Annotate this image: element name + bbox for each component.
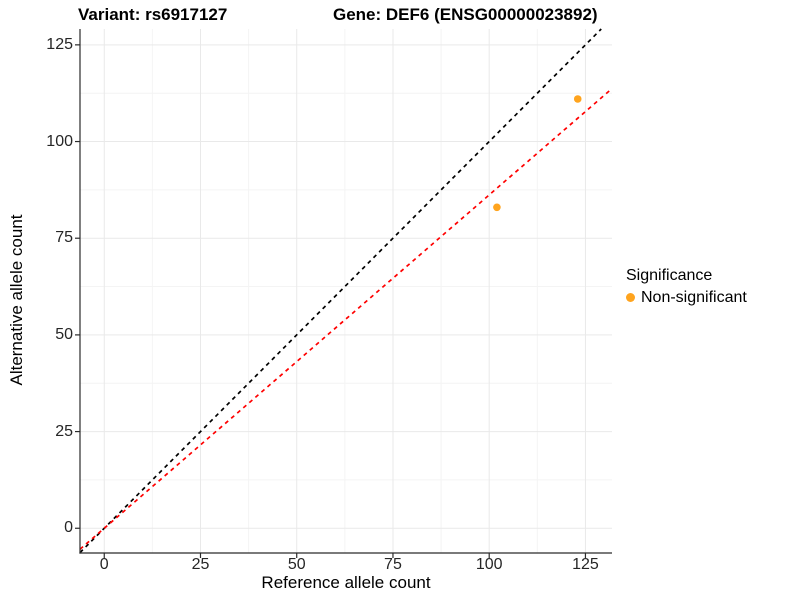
x-tick-label: 125 — [572, 556, 599, 573]
plot-title-gene: Gene: DEF6 (ENSG00000023892) — [333, 5, 598, 24]
data-point — [573, 95, 582, 103]
y-tick-label: 100 — [46, 132, 73, 150]
x-axis-label: Reference allele count — [261, 573, 431, 592]
allelic-ratio-line — [79, 87, 613, 550]
x-tick-label: 50 — [287, 556, 306, 573]
y-tick-label: 0 — [64, 519, 73, 537]
x-tick-label: 25 — [191, 556, 210, 573]
x-tick-label: 100 — [475, 556, 503, 573]
plot-title-variant: Variant: rs6917127 — [78, 5, 228, 24]
y-tick-label: 125 — [46, 35, 73, 53]
legend-point-icon — [626, 293, 635, 303]
y-tick-label: 50 — [55, 325, 73, 343]
data-point — [493, 203, 501, 212]
legend-item-label: Non-significant — [641, 289, 747, 307]
x-tick-label: 75 — [384, 556, 402, 573]
legend: Significance Non-significant — [626, 266, 747, 307]
y-tick-label: 75 — [55, 229, 73, 247]
legend-item-non-significant: Non-significant — [626, 288, 747, 307]
y-axis-label: Alternative allele count — [7, 214, 26, 386]
y-tick-label: 25 — [55, 422, 73, 440]
legend-title: Significance — [626, 267, 713, 284]
x-tick-label: 0 — [99, 556, 109, 573]
identity-line — [79, 28, 602, 554]
